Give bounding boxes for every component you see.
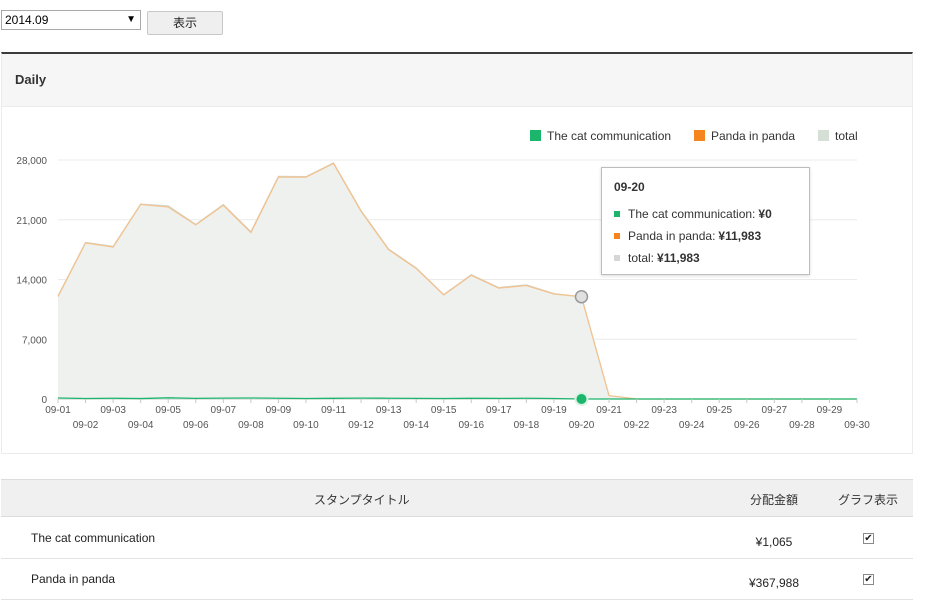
graph-display-checkbox[interactable]: ✔ [863,574,874,585]
cat-highlight-marker [574,392,589,406]
tooltip-label: The cat communication: [628,207,756,221]
y-tick-label: 14,000 [16,276,47,287]
chart-y-axis: 0 7,000 14,000 21,000 28,000 [16,156,47,406]
column-header-graph: グラフ表示 [838,493,899,507]
tooltip-label: Panda in panda: [628,229,716,243]
series-color-swatch [614,232,620,239]
x-tick-label: 09-08 [238,420,264,431]
chart-legend: The cat communication Panda in panda total [530,129,858,143]
x-tick-label: 09-11 [321,405,346,416]
total-highlight-marker [574,289,589,304]
x-tick-label: 09-04 [128,420,154,431]
x-tick-label: 09-05 [155,405,181,416]
chart-x-axis: 09-0109-0209-0309-0409-0509-0609-0709-08… [45,399,870,431]
x-tick-label: 09-18 [514,420,540,431]
chevron-down-icon: ▼ [126,14,136,25]
legend-label: The cat communication [547,129,671,143]
x-tick-label: 09-02 [73,420,99,431]
chart-series [57,162,857,400]
column-header-title: スタンプタイトル [314,493,410,507]
tooltip-value: ¥0 [758,207,772,221]
x-tick-label: 09-12 [348,420,374,431]
y-tick-label: 28,000 [16,156,47,167]
total-area [58,162,857,399]
column-header-amount: 分配金額 [750,493,799,507]
y-tick-label: 21,000 [16,216,47,227]
chart-markers [574,289,589,406]
x-tick-label: 09-15 [431,405,457,416]
legend-label: Panda in panda [711,129,795,143]
series-color-swatch [614,254,620,261]
x-tick-label: 09-28 [789,420,815,431]
stamp-title: The cat communication [31,531,156,545]
x-tick-label: 09-21 [596,405,622,416]
x-tick-label: 09-14 [403,420,429,431]
cat-line [57,397,857,400]
x-tick-label: 09-25 [706,405,732,416]
daily-panel: Daily [1,52,913,454]
tooltip-value: ¥11,983 [718,229,762,243]
x-tick-label: 09-16 [458,420,484,431]
x-tick-label: 09-22 [624,420,650,431]
daily-chart: The cat communication Panda in panda total… [16,129,870,431]
legend-swatch [818,130,829,141]
x-tick-label: 09-20 [569,420,595,431]
show-button[interactable]: 表示 [147,11,223,35]
x-tick-label: 09-13 [376,405,402,416]
table-row: Panda in panda ¥367,988 ✔ [1,559,913,600]
table-row: The cat communication ¥1,065 ✔ [1,518,913,559]
stamp-title: Panda in panda [31,572,116,586]
x-tick-label: 09-03 [100,405,126,416]
y-tick-label: 0 [41,395,47,406]
x-tick-label: 09-06 [183,420,209,431]
x-tick-label: 09-19 [541,405,567,416]
x-tick-label: 09-27 [762,405,788,416]
tooltip-row: Panda in panda: ¥11,983 [614,229,761,243]
legend-swatch [530,130,541,141]
legend-swatch [694,130,705,141]
tooltip-row: The cat communication: ¥0 [614,207,772,221]
stamp-amount: ¥367,988 [748,576,800,590]
month-select[interactable]: 2014.09 ▼ [1,10,141,30]
stamp-amount: ¥1,065 [755,535,793,549]
graph-display-checkbox[interactable]: ✔ [863,533,874,544]
tooltip-date: 09-20 [614,180,645,194]
x-tick-label: 09-24 [679,420,705,431]
y-tick-label: 7,000 [22,335,47,346]
x-tick-label: 09-29 [817,405,843,416]
x-tick-label: 09-10 [293,420,319,431]
x-tick-label: 09-01 [45,405,71,416]
x-tick-label: 09-07 [211,405,237,416]
x-tick-label: 09-30 [844,420,870,431]
panel-header: Daily [2,54,912,107]
x-tick-label: 09-09 [266,405,292,416]
legend-label: total [835,129,858,143]
table-header: スタンプタイトル 分配金額 グラフ表示 [1,479,913,517]
month-select-value: 2014.09 [5,13,49,27]
panel-title: Daily [15,72,47,87]
x-tick-label: 09-17 [486,405,512,416]
tooltip-value: ¥11,983 [657,251,700,265]
chart-tooltip: 09-20 The cat communication: ¥0 Panda in … [601,167,810,275]
x-tick-label: 09-26 [734,420,760,431]
tooltip-row: total: ¥11,983 [614,251,700,265]
x-tick-label: 09-23 [651,405,677,416]
tooltip-label: total: [628,251,655,265]
series-color-swatch [614,210,620,217]
